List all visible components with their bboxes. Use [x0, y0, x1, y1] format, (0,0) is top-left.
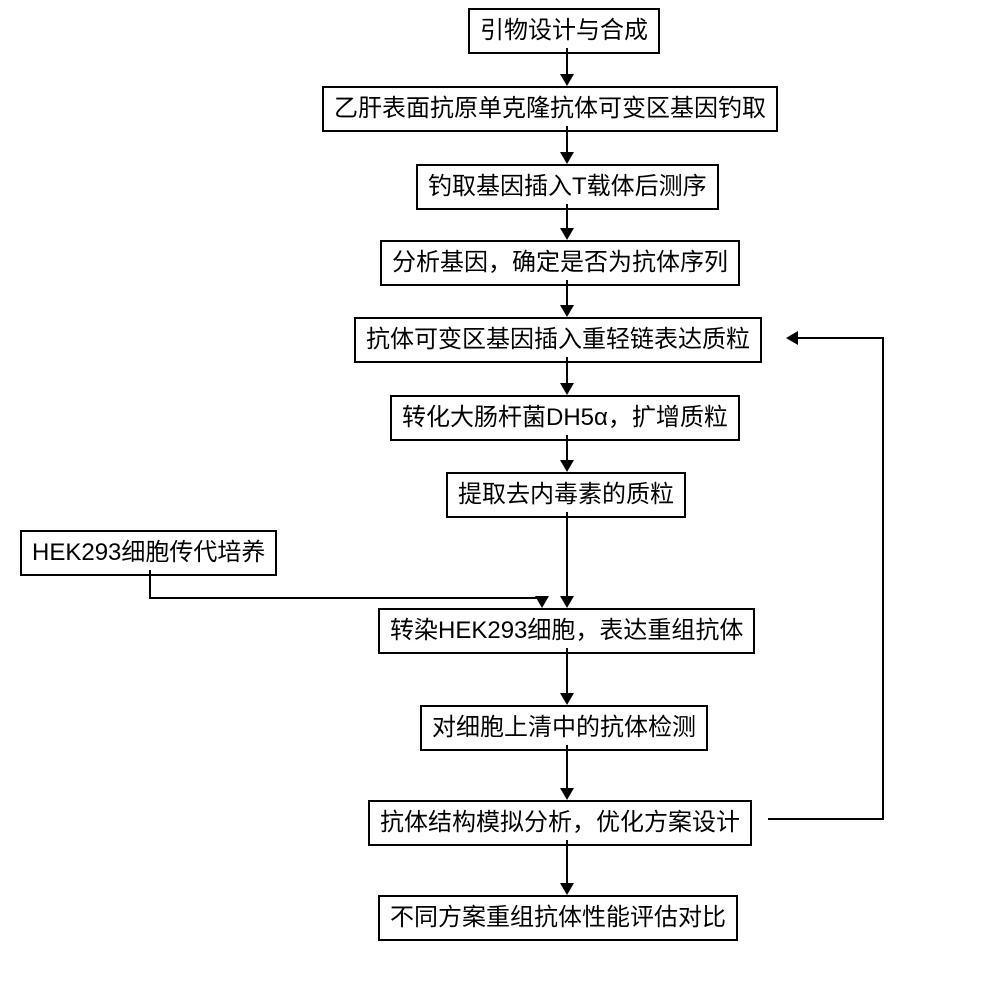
node-label: 转化大肠杆菌DH5α，扩增质粒: [402, 404, 728, 431]
node-hek293-culture: HEK293细胞传代培养: [20, 530, 277, 576]
node-label: 抗体结构模拟分析，优化方案设计: [380, 809, 740, 836]
edge-arrow: [560, 460, 574, 472]
node-transform-ecoli: 转化大肠杆菌DH5α，扩增质粒: [390, 395, 740, 441]
edge-arrow: [560, 788, 574, 800]
node-extract-plasmid: 提取去内毒素的质粒: [446, 472, 686, 518]
node-label: 分析基因，确定是否为抗体序列: [392, 249, 728, 276]
edge-line: [149, 597, 542, 599]
edge-line: [566, 840, 568, 883]
node-label: 转染HEK293细胞，表达重组抗体: [390, 617, 743, 644]
node-transfect-hek293: 转染HEK293细胞，表达重组抗体: [378, 608, 755, 654]
node-antibody-detection: 对细胞上清中的抗体检测: [420, 705, 708, 751]
node-label: 提取去内毒素的质粒: [458, 481, 674, 508]
edge-line: [566, 126, 568, 152]
node-label: 引物设计与合成: [480, 17, 648, 44]
edge-arrow: [560, 74, 574, 86]
edge-feedback-line: [768, 818, 884, 820]
node-label: 抗体可变区基因插入重轻链表达质粒: [366, 326, 750, 353]
edge-line: [566, 435, 568, 460]
edge-arrow: [560, 596, 574, 608]
node-structure-analysis: 抗体结构模拟分析，优化方案设计: [368, 800, 752, 846]
node-analyze-gene: 分析基因，确定是否为抗体序列: [380, 240, 740, 286]
node-primer-design: 引物设计与合成: [468, 8, 660, 54]
node-insert-plasmid: 抗体可变区基因插入重轻链表达质粒: [354, 317, 762, 363]
node-label: 不同方案重组抗体性能评估对比: [390, 904, 726, 931]
node-label: 乙肝表面抗原单克隆抗体可变区基因钓取: [334, 95, 766, 122]
edge-arrow: [560, 693, 574, 705]
edge-line: [566, 48, 568, 74]
edge-arrow: [560, 228, 574, 240]
node-label: 对细胞上清中的抗体检测: [432, 714, 696, 741]
edge-line: [566, 280, 568, 305]
edge-line: [566, 512, 568, 596]
node-label: 钓取基因插入T载体后测序: [428, 173, 707, 200]
edge-line: [566, 357, 568, 383]
node-gene-fishing: 乙肝表面抗原单克隆抗体可变区基因钓取: [322, 86, 778, 132]
edge-feedback-line: [882, 337, 884, 820]
edge-line: [566, 204, 568, 228]
edge-arrow: [560, 383, 574, 395]
edge-line: [149, 570, 151, 599]
node-t-vector: 钓取基因插入T载体后测序: [416, 164, 719, 210]
node-performance-eval: 不同方案重组抗体性能评估对比: [378, 895, 738, 941]
edge-line: [566, 745, 568, 788]
edge-line: [566, 648, 568, 693]
edge-arrow: [560, 305, 574, 317]
node-label: HEK293细胞传代培养: [32, 539, 265, 566]
edge-arrow: [535, 596, 549, 608]
edge-feedback-arrow: [786, 331, 798, 345]
edge-arrow: [560, 883, 574, 895]
edge-feedback-line: [798, 337, 884, 339]
edge-arrow: [560, 152, 574, 164]
